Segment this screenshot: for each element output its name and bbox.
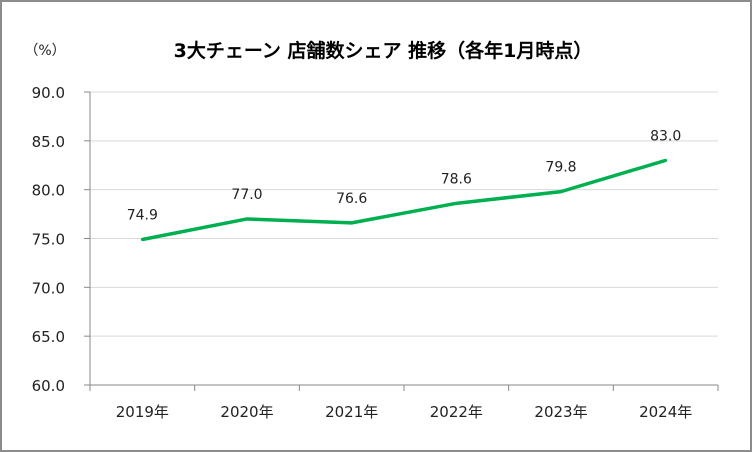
x-tick-label: 2021年 <box>325 403 378 421</box>
x-tick-label: 2020年 <box>220 403 273 421</box>
x-tick-label: 2023年 <box>534 403 587 421</box>
data-point <box>664 158 668 162</box>
data-point <box>245 217 249 221</box>
y-tick-label: 80.0 <box>32 182 65 200</box>
y-tick-label: 90.0 <box>32 84 65 102</box>
data-label: 83.0 <box>650 128 681 144</box>
chart-title: 3大チェーン 店舗数シェア 推移（各年1月時点） <box>174 39 593 62</box>
data-label: 78.6 <box>441 171 472 187</box>
data-point <box>350 221 354 225</box>
y-tick-label: 70.0 <box>32 279 65 297</box>
data-point <box>559 190 563 194</box>
x-tick-label: 2022年 <box>430 403 483 421</box>
data-label: 74.9 <box>127 207 158 223</box>
data-point <box>454 201 458 205</box>
x-tick-label: 2024年 <box>639 403 692 421</box>
y-tick-label: 85.0 <box>32 133 65 151</box>
y-tick-label: 60.0 <box>32 377 65 395</box>
data-label: 76.6 <box>336 191 367 207</box>
data-label: 79.8 <box>545 160 576 176</box>
x-tick-label: 2019年 <box>116 403 169 421</box>
y-axis-unit-label: （%） <box>24 43 65 59</box>
series-line <box>141 158 667 242</box>
data-label: 77.0 <box>231 187 262 203</box>
y-tick-label: 65.0 <box>32 328 65 346</box>
y-tick-label: 75.0 <box>32 231 65 249</box>
data-point <box>140 237 144 241</box>
